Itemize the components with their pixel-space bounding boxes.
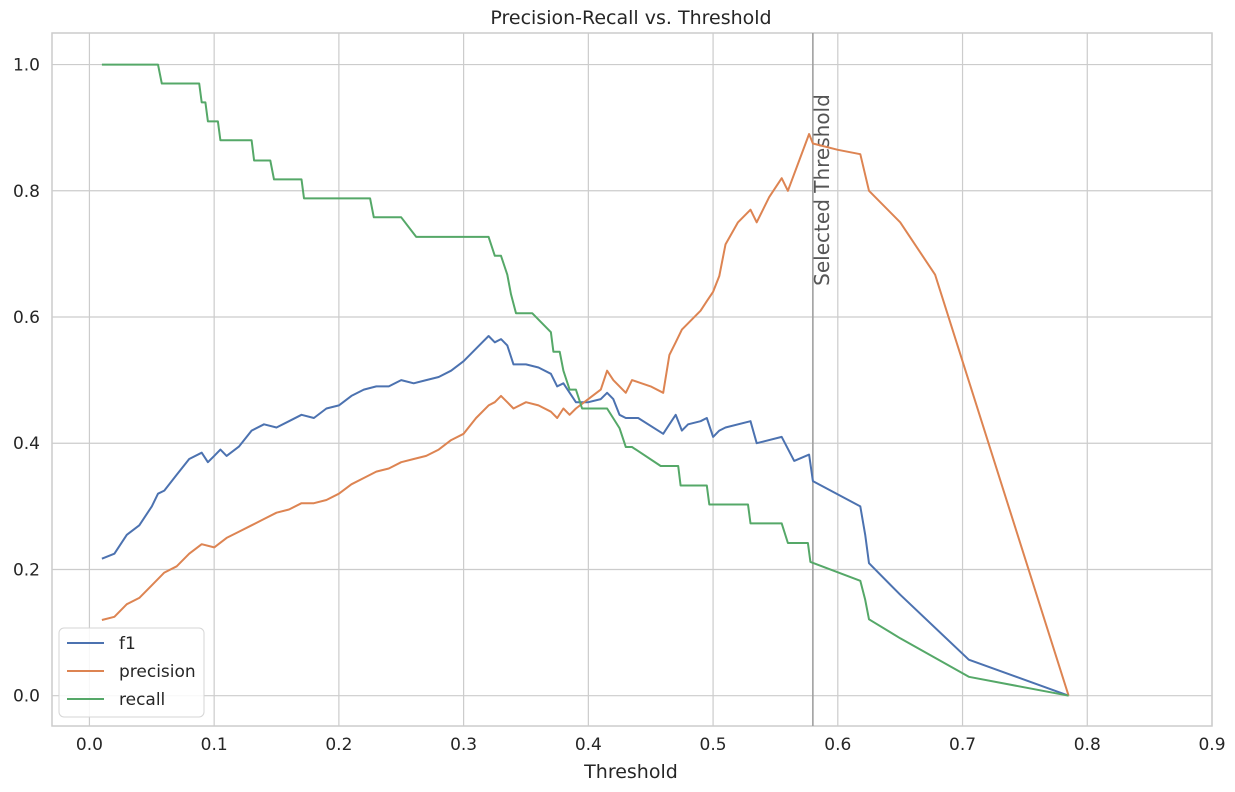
x-tick-label: 0.5 <box>700 735 727 755</box>
x-tick-label: 0.2 <box>325 735 352 755</box>
plot-area-frame <box>51 32 1213 727</box>
plot-border <box>51 32 1213 727</box>
legend-label-recall: recall <box>119 690 165 710</box>
x-tick-label: 0.1 <box>201 735 228 755</box>
y-tick-label: 0.0 <box>13 687 40 707</box>
x-tick-label: 0.3 <box>450 735 477 755</box>
x-tick-labels: 0.0 0.1 0.2 0.3 0.4 0.5 0.6 0.7 0.8 0.9 <box>76 735 1226 755</box>
gridlines <box>52 33 1213 726</box>
series-lines <box>101 63 1070 697</box>
y-tick-label: 0.2 <box>13 560 40 580</box>
y-tick-label: 0.8 <box>13 182 40 202</box>
threshold-label: Selected Threshold <box>810 94 834 286</box>
y-tick-label: 1.0 <box>13 56 40 76</box>
legend-box <box>58 627 205 718</box>
x-tick-label: 0.6 <box>824 735 851 755</box>
selected-threshold-marker: Selected Threshold <box>810 33 834 726</box>
x-tick-label: 0.0 <box>76 735 103 755</box>
chart-title: Precision-Recall vs. Threshold <box>490 7 771 29</box>
legend: f1 precision recall <box>58 627 205 718</box>
y-tick-label: 0.6 <box>13 308 40 328</box>
x-axis-label: Threshold <box>583 761 678 783</box>
legend-label-precision: precision <box>119 662 196 682</box>
y-tick-labels: 0.0 0.2 0.4 0.6 0.8 1.0 <box>13 56 40 707</box>
series-line-recall <box>101 63 1069 697</box>
x-tick-label: 0.7 <box>949 735 976 755</box>
y-tick-label: 0.4 <box>13 434 40 454</box>
x-tick-label: 0.4 <box>575 735 602 755</box>
series-line-f1 <box>101 335 1069 697</box>
x-tick-label: 0.8 <box>1074 735 1101 755</box>
series-line-precision <box>101 133 1070 697</box>
legend-label-f1: f1 <box>119 634 136 654</box>
x-tick-label: 0.9 <box>1198 735 1225 755</box>
